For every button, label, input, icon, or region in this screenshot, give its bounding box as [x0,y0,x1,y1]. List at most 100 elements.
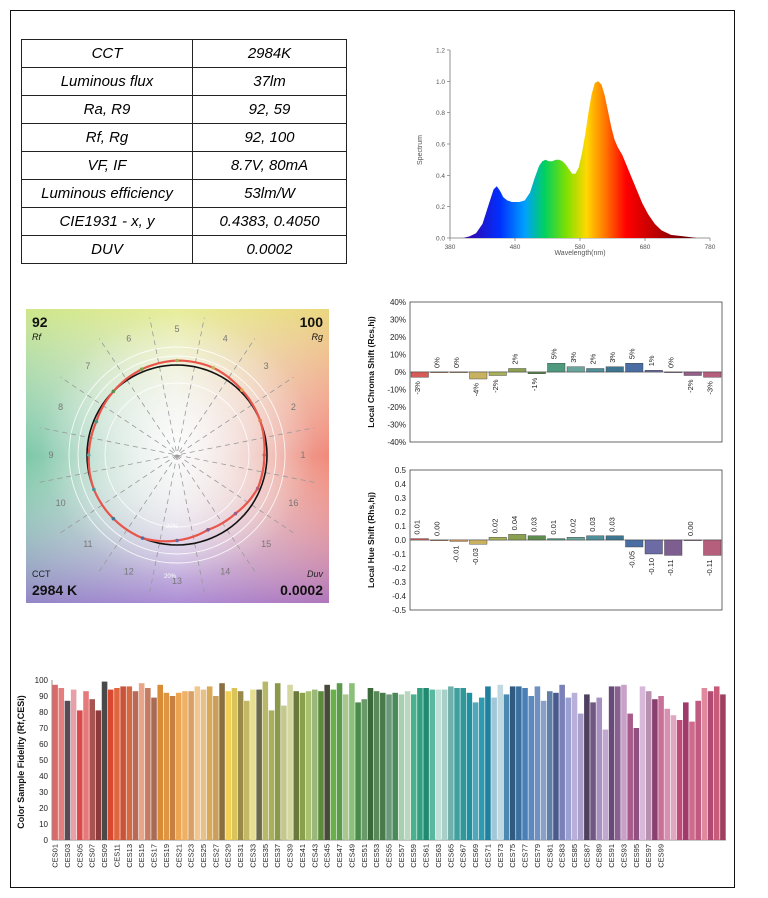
vector-bin-marker [258,418,262,423]
figure-frame [10,10,735,888]
fidelity-x-tick-label: CES03 [63,844,72,868]
hue-bar [664,539,683,556]
fidelity-bar [231,688,238,840]
fidelity-x-tick-label: CES11 [112,844,121,867]
fidelity-bar [509,686,516,840]
fidelity-y-tick-label: 10 [39,820,48,829]
chroma-y-tick-label: 30% [390,316,406,325]
fidelity-bar [268,710,275,840]
fidelity-x-tick-label: CES25 [199,844,208,868]
spectrum-ylabel: Spectrum [417,135,424,165]
hue-y-tick-label: -0.2 [392,564,406,573]
fidelity-bar [336,683,343,840]
chroma-data-label: -2% [686,379,695,393]
spec-value: 53lm/W [192,179,347,208]
vector-hue-bin-label: 3 [264,361,269,371]
hue-y-tick-label: -0.4 [392,592,406,601]
chroma-bar [566,366,585,373]
fidelity-y-tick-label: 100 [35,676,49,685]
fidelity-x-tick-label: CES53 [372,844,381,868]
vector-bin-marker [175,358,179,363]
fidelity-bar [120,686,126,840]
fidelity-bar [200,689,207,840]
fidelity-bar [145,688,151,840]
fidelity-bar [151,697,157,840]
fidelity-x-tick-label: CES27 [211,844,220,868]
spec-value: 92, 100 [192,123,347,152]
spec-value: 92, 59 [192,95,347,124]
hue-data-label: 0.02 [569,519,578,534]
chroma-bar [586,368,605,373]
spectrum-y-tick-label: 0.8 [436,110,445,117]
fidelity-bar [58,688,65,840]
fidelity-bar [157,684,164,840]
hue-y-tick-label: 0.0 [395,536,407,545]
vector-ring [104,382,250,528]
chroma-bar [547,363,566,373]
spec-row-duv: DUV 0.0002 [21,235,347,264]
hue-y-tick-label: 0.3 [395,494,407,503]
fidelity-x-tick-label: CES33 [248,844,257,868]
cct-label: CCT [32,569,51,579]
hue-data-label: -0.11 [705,559,714,576]
vector-bin-marker [233,511,238,516]
fidelity-bar [132,691,139,840]
vector-bin-marker [211,365,215,370]
chroma-data-label: 3% [608,352,617,363]
hue-data-label: 0.03 [588,517,597,532]
fidelity-bar [645,691,652,840]
fidelity-bar [528,696,535,840]
fidelity-bar [516,686,522,840]
spectrum-y-tick-label: 0.4 [436,173,445,180]
vector-hue-bin-label: 7 [85,361,90,371]
rg-label: Rg [311,332,323,342]
fidelity-bar [571,692,578,840]
fidelity-bar [355,702,361,840]
fidelity-y-tick-label: 30 [39,788,48,797]
vector-hue-bin-label: 5 [174,324,179,334]
fidelity-x-tick-label: CES15 [137,844,146,868]
fidelity-bar [77,710,83,840]
fidelity-x-tick-label: CES69 [471,844,480,868]
chroma-bar [683,371,702,376]
fidelity-bar [361,699,368,840]
rf-label: Rf [32,332,42,342]
vector-hue-bin-label: 1 [300,450,305,460]
hue-bar [703,539,722,556]
vector-hue-bin-label: 10 [56,498,66,508]
chroma-data-label: 0% [452,357,461,368]
fidelity-ylabel: Color Sample Fidelity (Rf,CESi) [16,695,26,829]
chroma-ylabel: Local Chroma Shift (Rcs,hj) [366,316,376,428]
fidelity-bar [689,721,695,840]
spectrum-chart: 0.0 0.2 0.4 0.6 0.8 1.0 1.2 380 480 580 680 780 Spe… [417,48,716,258]
hue-data-label: -0.11 [666,559,675,576]
fidelity-bar [287,684,293,840]
spectrum-y-tick-label: 0.2 [436,204,445,211]
fidelity-bar [553,692,559,840]
vector-hue-bin-label: 8 [58,402,63,412]
fidelity-y-tick-label: 50 [39,756,48,765]
fidelity-x-tick-label: CES55 [385,844,394,868]
vector-hue-bin-label: 6 [126,334,131,344]
hue-bar [508,534,527,541]
vector-hue-bin-label: 13 [172,576,182,586]
vector-bin-marker [240,388,244,392]
fidelity-bar [540,700,547,840]
hue-bar [644,539,663,555]
fidelity-bar [429,689,436,840]
hue-bar [430,539,449,541]
vector-hue-bin-label: 11 [83,539,92,549]
fidelity-bar [281,705,287,840]
vector-bin-marker [140,536,145,540]
fidelity-bar [219,683,225,840]
chroma-y-tick-label: 10% [390,351,406,360]
fidelity-bar [534,686,541,840]
chroma-bar [469,371,488,380]
fidelity-bar [262,681,269,840]
fidelity-bar [435,689,442,840]
hue-ylabel: Local Hue Shift (Rhs,hj) [366,492,376,588]
fidelity-x-tick-label: CES91 [607,844,616,868]
fidelity-x-tick-label: CES17 [150,844,159,868]
fidelity-x-tick-label: CES61 [422,844,431,868]
